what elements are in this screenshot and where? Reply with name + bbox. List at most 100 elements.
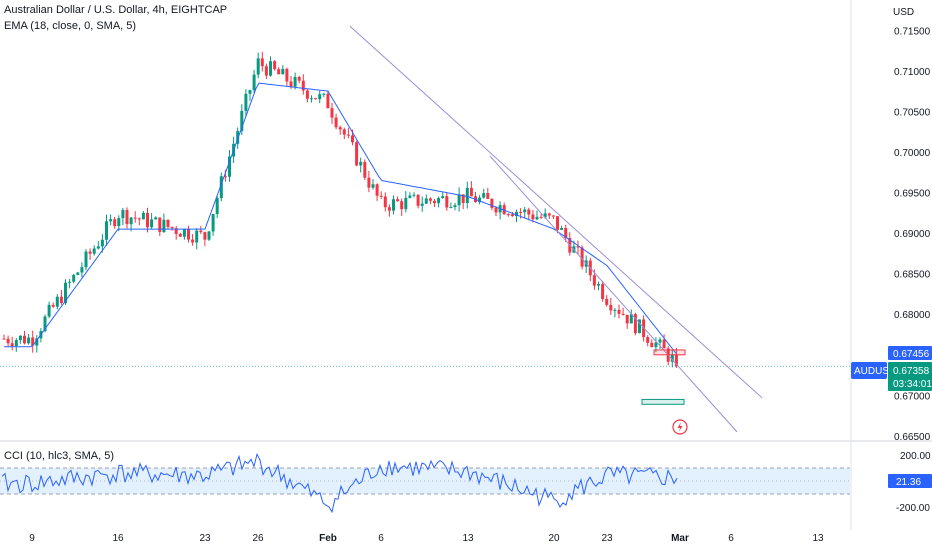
candle-body xyxy=(301,80,305,91)
candle-body xyxy=(310,98,313,100)
candle-body xyxy=(437,198,441,204)
candle-body xyxy=(178,233,182,237)
candle-body xyxy=(453,205,457,208)
candle-body xyxy=(47,304,51,317)
candle-body xyxy=(404,197,408,210)
candle-body xyxy=(100,239,104,247)
y-tick-label: 0.70500 xyxy=(894,107,931,118)
lightning-icon[interactable] xyxy=(672,419,688,435)
candle-body xyxy=(433,200,436,204)
candle-body xyxy=(363,161,367,178)
candle-body xyxy=(23,335,26,344)
candle-body xyxy=(240,110,244,132)
candle-body xyxy=(543,213,547,218)
candle-body xyxy=(355,142,359,166)
ema-value-tag: 0.67456 xyxy=(888,346,932,360)
x-tick-label: Feb xyxy=(319,533,337,544)
candle-body xyxy=(256,58,260,75)
candle-body xyxy=(461,194,465,203)
candle-body xyxy=(420,203,424,206)
candle-body xyxy=(597,284,600,286)
cci-band-fill xyxy=(0,468,850,494)
candle-body xyxy=(146,212,149,228)
candle-body xyxy=(264,66,268,76)
y-tick-label: 0.67000 xyxy=(894,391,931,402)
candle-body xyxy=(326,93,330,109)
cci-value-text: 21.36 xyxy=(896,477,921,488)
candle-body xyxy=(129,217,133,225)
x-tick-label: 23 xyxy=(601,533,613,544)
candle-body xyxy=(150,219,154,228)
candle-body xyxy=(535,216,539,220)
candle-body xyxy=(305,90,309,99)
candle-body xyxy=(428,198,432,201)
candle-body xyxy=(2,338,6,340)
candle-body xyxy=(219,176,223,199)
candle-body xyxy=(285,68,289,82)
price-grid xyxy=(0,0,932,530)
cci-axis[interactable]: 200.00 -200.00 xyxy=(896,451,931,514)
y-tick-label: 0.71000 xyxy=(894,67,931,78)
candle-body xyxy=(396,199,400,202)
candle-body xyxy=(137,218,141,220)
candle-body xyxy=(215,198,219,215)
candle-body xyxy=(322,93,326,95)
cci-path xyxy=(1,452,678,514)
candle-body xyxy=(617,309,621,314)
x-tick-label: 13 xyxy=(812,533,824,544)
candle-body xyxy=(31,337,35,346)
candle-body xyxy=(383,196,387,208)
candle-body xyxy=(547,213,551,216)
candle-body xyxy=(400,201,404,210)
cci-legend: CCI (10, hlc3, SMA, 5) xyxy=(4,450,115,462)
candle-body xyxy=(469,187,473,197)
candle-body xyxy=(416,194,420,206)
y-tick-label: 0.69000 xyxy=(894,229,931,240)
ema-line xyxy=(0,82,850,367)
candle-body xyxy=(18,335,22,341)
candle-body xyxy=(674,354,678,367)
candle-body xyxy=(80,267,84,273)
candle-body xyxy=(174,228,178,234)
candle-body xyxy=(162,219,166,232)
candle-body xyxy=(408,195,412,198)
cci-value-tag: 21.36 xyxy=(888,474,932,488)
support-box xyxy=(641,398,685,405)
candle-body xyxy=(662,339,666,349)
candle-body xyxy=(564,227,568,239)
candle-body xyxy=(502,205,506,215)
candle-body xyxy=(576,246,580,248)
candle-body xyxy=(551,215,555,217)
candle-body xyxy=(195,230,199,243)
resistance-box xyxy=(653,349,686,356)
chart-title: Australian Dollar / U.S. Dollar, 4h, EIG… xyxy=(4,4,228,16)
ema-legend: EMA (18, close, 0, SMA, 5) xyxy=(4,20,137,32)
candle-body xyxy=(367,177,371,188)
candle-body xyxy=(105,221,108,240)
currency-label: USD xyxy=(893,7,914,18)
candle-body xyxy=(506,214,510,216)
candle-body xyxy=(113,219,117,227)
x-tick-label: Mar xyxy=(671,533,689,544)
x-tick-label: 16 xyxy=(112,533,124,544)
y-tick-label: 0.71500 xyxy=(894,26,931,37)
candle-body xyxy=(539,216,543,218)
candle-body xyxy=(96,246,100,249)
time-axis[interactable]: 9 16 23 26 Feb 6 13 20 23 Mar 6 13 xyxy=(29,533,824,544)
candle-body xyxy=(519,211,523,213)
candle-body xyxy=(650,342,654,348)
candle-body xyxy=(88,251,92,254)
cci-tick-label: 200.00 xyxy=(900,451,931,462)
candle-body xyxy=(191,239,195,243)
candle-body xyxy=(211,214,215,232)
candle-body xyxy=(43,316,47,332)
candle-body xyxy=(527,209,531,215)
candle-body xyxy=(465,187,469,203)
candle-body xyxy=(478,197,482,203)
candle-body xyxy=(125,209,129,225)
candle-body xyxy=(375,184,379,196)
candle-body xyxy=(412,194,416,196)
ema-value-text: 0.67456 xyxy=(893,349,930,360)
candle-body xyxy=(556,216,559,230)
